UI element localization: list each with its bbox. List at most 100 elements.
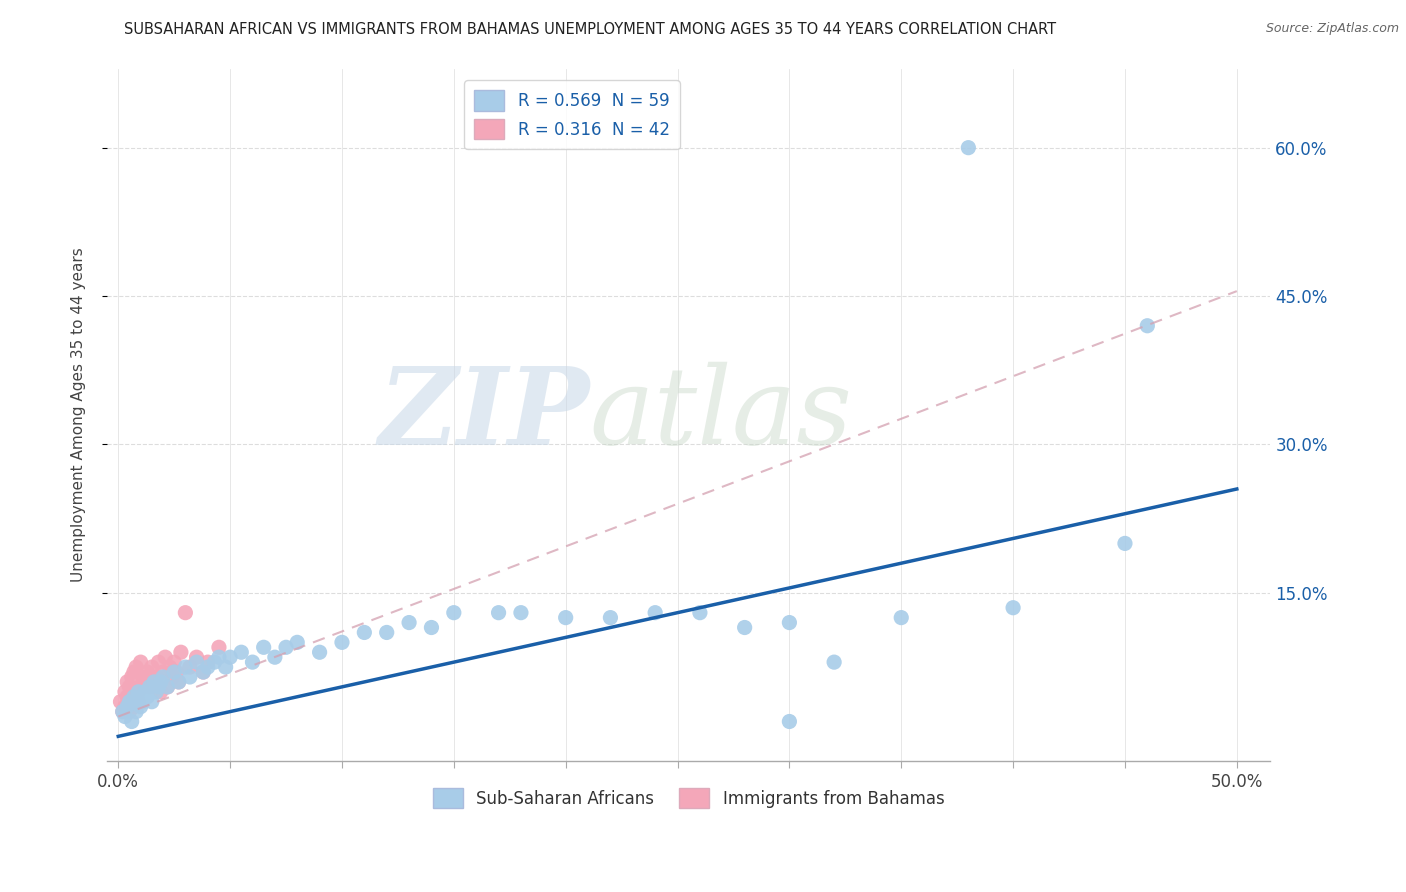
Point [778, 714, 800, 729]
Point [599, 610, 621, 624]
Point [253, 640, 276, 655]
Point [115, 674, 138, 689]
Point [179, 670, 201, 684]
Point [174, 660, 197, 674]
Point [145, 685, 167, 699]
Point [141, 660, 163, 674]
Text: Source: ZipAtlas.com: Source: ZipAtlas.com [1265, 22, 1399, 36]
Point [136, 690, 159, 704]
Point [353, 625, 375, 640]
Point [134, 670, 156, 684]
Point [115, 690, 138, 704]
Point [1136, 318, 1159, 333]
Point [174, 606, 197, 620]
Point [554, 610, 576, 624]
Point [149, 685, 172, 699]
Point [163, 655, 186, 669]
Point [152, 670, 174, 684]
Point [138, 680, 160, 694]
Point [167, 674, 190, 689]
Point [114, 685, 136, 699]
Point [186, 650, 208, 665]
Point [121, 670, 143, 684]
Point [127, 695, 149, 709]
Point [231, 645, 253, 659]
Y-axis label: Unemployment Among Ages 35 to 44 years: Unemployment Among Ages 35 to 44 years [72, 247, 86, 582]
Point [122, 690, 145, 704]
Point [1114, 536, 1136, 550]
Point [152, 665, 174, 679]
Point [274, 640, 297, 655]
Point [957, 141, 980, 155]
Text: atlas: atlas [591, 362, 853, 467]
Point [263, 650, 285, 665]
Point [179, 660, 201, 674]
Point [127, 685, 149, 699]
Point [114, 699, 136, 714]
Point [193, 665, 215, 679]
Point [219, 650, 242, 665]
Point [197, 655, 219, 669]
Point [118, 695, 141, 709]
Point [136, 665, 159, 679]
Point [208, 650, 231, 665]
Point [510, 606, 533, 620]
Point [823, 655, 845, 669]
Point [129, 699, 152, 714]
Point [163, 665, 186, 679]
Point [285, 635, 308, 649]
Point [134, 685, 156, 699]
Point [330, 635, 353, 649]
Point [208, 640, 231, 655]
Point [242, 655, 264, 669]
Point [129, 655, 152, 669]
Point [121, 714, 143, 729]
Point [148, 655, 170, 669]
Point [197, 660, 219, 674]
Point [156, 680, 179, 694]
Point [170, 645, 193, 659]
Point [1002, 600, 1025, 615]
Point [145, 670, 167, 684]
Point [125, 690, 148, 704]
Point [141, 695, 163, 709]
Point [127, 685, 149, 699]
Text: SUBSAHARAN AFRICAN VS IMMIGRANTS FROM BAHAMAS UNEMPLOYMENT AMONG AGES 35 TO 44 Y: SUBSAHARAN AFRICAN VS IMMIGRANTS FROM BA… [125, 22, 1056, 37]
Point [110, 695, 132, 709]
Point [148, 680, 170, 694]
Point [143, 674, 166, 689]
Point [890, 610, 912, 624]
Point [121, 695, 143, 709]
Point [167, 674, 190, 689]
Point [193, 665, 215, 679]
Point [129, 680, 152, 694]
Legend: Sub-Saharan Africans, Immigrants from Bahamas: Sub-Saharan Africans, Immigrants from Ba… [426, 781, 950, 815]
Point [125, 660, 148, 674]
Point [115, 699, 138, 714]
Point [375, 625, 398, 640]
Point [114, 709, 136, 723]
Point [778, 615, 800, 630]
Point [138, 680, 160, 694]
Point [122, 665, 145, 679]
Point [132, 674, 155, 689]
Point [159, 660, 181, 674]
Point [308, 645, 330, 659]
Point [165, 665, 187, 679]
Point [214, 660, 236, 674]
Point [734, 620, 756, 634]
Point [118, 680, 141, 694]
Point [132, 695, 155, 709]
Point [156, 680, 179, 694]
Point [689, 606, 711, 620]
Point [149, 674, 172, 689]
Point [644, 606, 666, 620]
Point [420, 620, 443, 634]
Point [143, 674, 166, 689]
Point [398, 615, 420, 630]
Point [160, 670, 183, 684]
Point [125, 705, 148, 719]
Point [111, 705, 134, 719]
Point [118, 705, 141, 719]
Point [155, 650, 177, 665]
